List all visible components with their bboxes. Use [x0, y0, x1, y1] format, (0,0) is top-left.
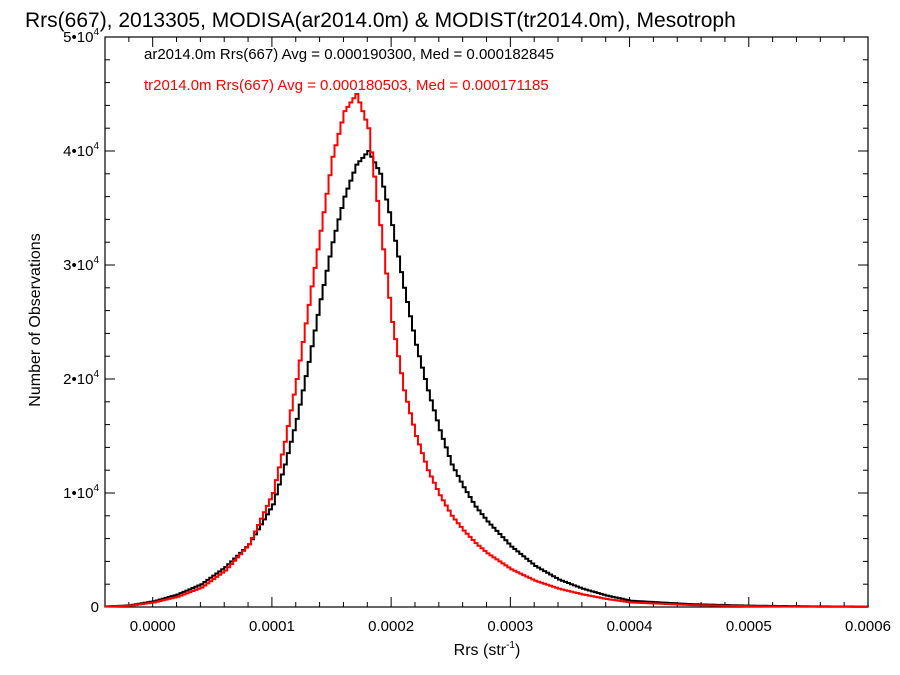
y-tick-label: 4•104 [63, 141, 99, 160]
y-tick-label: 1•104 [63, 483, 99, 502]
y-tick-label: 3•104 [63, 255, 99, 274]
x-axis-label: Rrs (str-1) [454, 640, 521, 659]
x-tick-label: 0.0006 [845, 618, 891, 635]
y-tick-label: 2•104 [63, 369, 99, 388]
x-tick-label: 0.0005 [726, 618, 772, 635]
y-axis-label: Number of Observations [27, 233, 44, 406]
axis-ticks [104, 36, 869, 608]
y-tick-label: 0 [91, 599, 99, 616]
chart-title: Rrs(667), 2013305, MODISA(ar2014.0m) & M… [25, 9, 736, 32]
x-tick-label: 0.0004 [607, 618, 653, 635]
series-lines [105, 93, 869, 608]
annotation-ar2014: ar2014.0m Rrs(667) Avg = 0.000190300, Me… [144, 46, 554, 63]
x-tick-labels: 0.0000 0.0001 0.0002 0.0003 0.0004 0.0005 0.00… [130, 618, 891, 635]
x-tick-label: 0.0003 [487, 618, 533, 635]
x-tick-label: 0.0002 [368, 618, 414, 635]
series-line-0 [105, 150, 869, 608]
x-tick-label: 0.0000 [130, 618, 176, 635]
annotation-tr2014: tr2014.0m Rrs(667) Avg = 0.000180503, Me… [144, 77, 549, 94]
x-tick-label: 0.0001 [249, 618, 295, 635]
y-tick-label: 5•104 [63, 27, 99, 46]
series-line-1 [105, 93, 869, 608]
y-tick-labels: 0 1•104 2•104 3•104 4•104 5•104 [63, 27, 99, 616]
